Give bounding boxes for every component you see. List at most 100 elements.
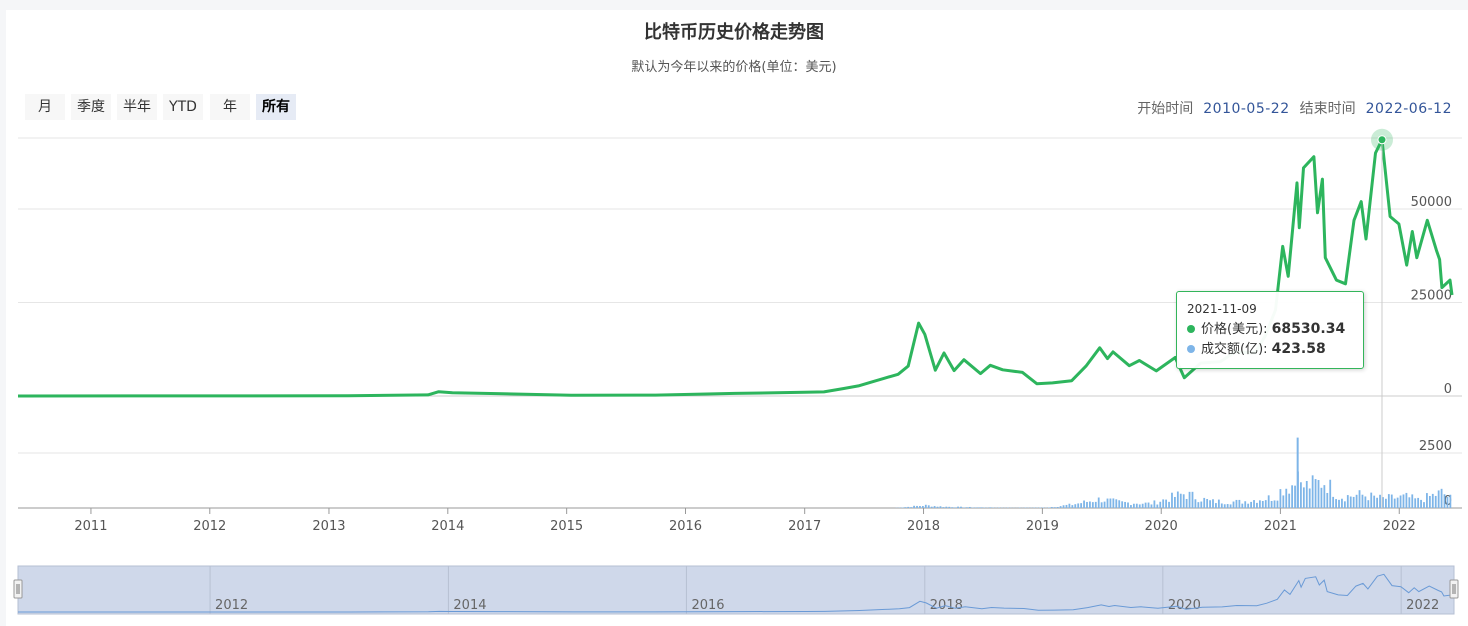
volume-bar xyxy=(1068,503,1071,508)
volume-bar xyxy=(989,507,992,508)
chart-subtitle: 默认为今年以来的价格(单位：美元) xyxy=(631,60,837,75)
volume-bar xyxy=(904,507,907,508)
volume-bar xyxy=(919,505,921,508)
volume-bar xyxy=(1191,491,1194,508)
volume-bar xyxy=(1086,501,1088,508)
volume-bar xyxy=(951,507,954,508)
volume-bar xyxy=(1300,482,1302,508)
volume-bar xyxy=(1311,475,1314,508)
volume-bar xyxy=(1150,504,1153,508)
x-axis-tick-label: 2020 xyxy=(1145,519,1178,534)
price-axis-tick-label: 25000 xyxy=(1411,289,1452,304)
volume-bar xyxy=(1291,485,1294,508)
volume-bar xyxy=(1232,501,1235,508)
volume-bar xyxy=(1047,507,1050,508)
volume-bar xyxy=(1305,481,1308,508)
range-button-month[interactable]: 月 xyxy=(25,94,65,120)
volume-bar xyxy=(1408,497,1411,508)
volume-bar xyxy=(1253,500,1255,508)
volume-bar xyxy=(1264,500,1267,508)
volume-bar xyxy=(1261,501,1264,508)
range-button-all[interactable]: 所有 xyxy=(256,94,296,120)
navigator-tick-label: 2020 xyxy=(1168,598,1201,613)
volume-bar xyxy=(1282,495,1285,508)
volume-bar xyxy=(960,506,962,508)
x-axis-tick-label: 2022 xyxy=(1383,519,1416,534)
volume-bar xyxy=(1428,495,1431,508)
navigator-tick-label: 2012 xyxy=(215,598,248,613)
range-button-quarter[interactable]: 季度 xyxy=(71,94,111,120)
navigator-handle-left[interactable] xyxy=(13,579,23,599)
volume-bar xyxy=(1182,494,1185,508)
navigator-handle-right[interactable] xyxy=(1449,579,1459,599)
volume-bar xyxy=(1361,494,1364,508)
range-button-ytd[interactable]: YTD xyxy=(163,94,203,120)
volume-bar xyxy=(1250,501,1252,508)
x-axis-tick-label: 2013 xyxy=(312,519,345,534)
navigator-tick-label: 2014 xyxy=(453,598,486,613)
volume-bar xyxy=(1411,494,1414,508)
range-button-half-year[interactable]: 半年 xyxy=(117,94,157,120)
tooltip: 2021-11-09 价格(美元): 68530.34 成交额(亿): 423.… xyxy=(1176,291,1364,369)
volume-bar xyxy=(1165,499,1168,508)
range-button-year[interactable]: 年 xyxy=(210,94,250,120)
volume-bar xyxy=(1247,503,1250,508)
volume-bar xyxy=(1426,493,1428,508)
volume-bar xyxy=(1147,502,1150,508)
volume-bar xyxy=(1320,487,1323,508)
volume-bar xyxy=(1083,500,1085,508)
volume-bar xyxy=(1091,502,1094,508)
navigator-tick-label: 2016 xyxy=(691,598,724,613)
volume-bar xyxy=(1241,503,1244,508)
x-axis-tick-label: 2019 xyxy=(1026,519,1059,534)
volume-bar xyxy=(1220,503,1223,508)
volume-bar xyxy=(963,507,965,508)
volume-bar xyxy=(1185,498,1188,508)
volume-bar xyxy=(1349,496,1352,508)
price-dot-icon xyxy=(1187,325,1195,333)
volume-bar xyxy=(1273,500,1276,508)
volume-bar xyxy=(1376,497,1379,508)
volume-bar xyxy=(1367,500,1370,508)
x-axis-tick-label: 2018 xyxy=(907,519,940,534)
volume-bar xyxy=(1212,499,1214,508)
volume-bar xyxy=(1130,505,1132,508)
volume-bar xyxy=(1080,503,1083,508)
volume-bar xyxy=(916,505,918,508)
highlight-point xyxy=(1377,135,1387,145)
volume-bar xyxy=(1179,493,1182,508)
volume-bar xyxy=(1065,504,1068,508)
volume-bar xyxy=(1089,501,1091,508)
tooltip-label-price: 价格(美元) xyxy=(1201,322,1264,337)
volume-bar xyxy=(1434,495,1437,508)
volume-bar xyxy=(1317,480,1320,508)
tooltip-date: 2021-11-09 xyxy=(1187,302,1257,316)
volume-bar xyxy=(1402,494,1405,508)
volume-bar xyxy=(977,507,980,508)
volume-bar xyxy=(1431,493,1434,508)
volume-bar xyxy=(1077,503,1080,508)
start-date-input[interactable]: 2010-05-22 xyxy=(1203,101,1290,117)
x-axis-tick-label: 2017 xyxy=(788,519,821,534)
volume-bar xyxy=(948,506,951,508)
volume-bar xyxy=(936,506,939,508)
end-date-input[interactable]: 2022-06-12 xyxy=(1365,101,1452,117)
volume-bar xyxy=(1390,494,1393,508)
volume-bar xyxy=(1373,495,1376,508)
volume-bar xyxy=(1387,494,1390,508)
volume-bar xyxy=(1440,488,1443,508)
volume-bar xyxy=(1168,501,1170,508)
volume-bar xyxy=(1423,502,1425,508)
volume-bar xyxy=(1443,494,1446,508)
volume-bar xyxy=(1358,490,1361,508)
volume-bar xyxy=(1446,496,1449,508)
volume-bar xyxy=(1314,479,1317,508)
price-axis-tick-label: 0 xyxy=(1444,382,1452,397)
volume-bar xyxy=(1094,501,1097,508)
volume-bar xyxy=(1053,507,1056,508)
volume-bar xyxy=(1270,500,1273,508)
volume-bar xyxy=(1124,501,1126,508)
tooltip-value-price: 68530.34 xyxy=(1271,321,1346,337)
volume-bar xyxy=(945,506,948,508)
